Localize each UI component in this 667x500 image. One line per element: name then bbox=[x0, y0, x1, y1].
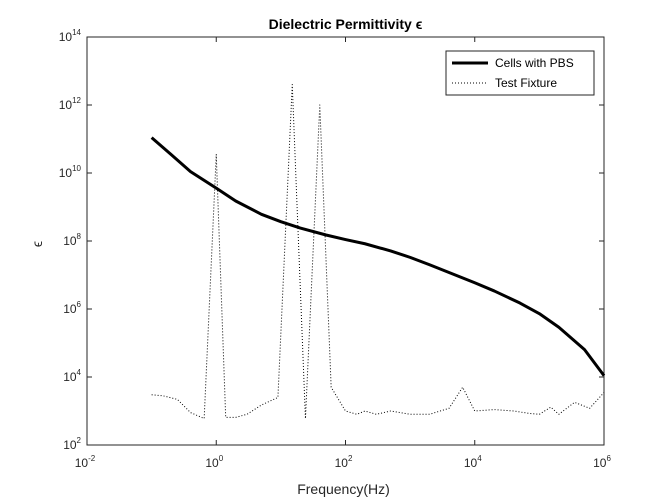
y-tick-label-exponent: 12 bbox=[72, 96, 81, 105]
x-tick-label-base: 10 bbox=[205, 456, 219, 470]
y-tick-label: 104 bbox=[63, 368, 81, 384]
x-axis-title: Frequency(Hz) bbox=[297, 481, 390, 497]
x-tick-label-exponent: 2 bbox=[348, 454, 353, 463]
y-tick-label: 1014 bbox=[59, 28, 82, 44]
legend-box bbox=[445, 50, 595, 96]
legend-label-test-fixture: Test Fixture bbox=[495, 76, 557, 90]
y-tick-label: 102 bbox=[63, 436, 81, 452]
y-tick-label-exponent: 10 bbox=[72, 164, 81, 173]
y-tick-label-exponent: 2 bbox=[77, 436, 82, 445]
y-axis-title: ϵ bbox=[29, 241, 45, 247]
y-tick-label-base: 10 bbox=[59, 30, 73, 44]
y-tick-label: 106 bbox=[63, 300, 81, 316]
y-tick-label-exponent: 4 bbox=[77, 368, 82, 377]
x-tick-label-base: 10 bbox=[75, 456, 89, 470]
y-tick-label: 1012 bbox=[59, 96, 82, 112]
y-tick-label-exponent: 6 bbox=[77, 300, 82, 309]
legend-label-cells-with-pbs: Cells with PBS bbox=[495, 56, 574, 70]
x-tick-label-exponent: 4 bbox=[477, 454, 482, 463]
x-tick-label: 100 bbox=[205, 454, 223, 470]
y-tick-label-base: 10 bbox=[63, 370, 77, 384]
chart-title: Dielectric Permittivity ϵ bbox=[269, 16, 423, 32]
y-tick-label-exponent: 14 bbox=[72, 28, 81, 37]
x-tick-label: 102 bbox=[335, 454, 353, 470]
y-tick-label-base: 10 bbox=[63, 302, 77, 316]
y-tick-label-base: 10 bbox=[63, 438, 77, 452]
y-tick-label: 1010 bbox=[59, 164, 82, 180]
x-tick-label-base: 10 bbox=[464, 456, 478, 470]
x-tick-label-base: 10 bbox=[593, 456, 607, 470]
y-tick-label-base: 10 bbox=[63, 234, 77, 248]
series-line-cells-with-pbs bbox=[150, 136, 606, 377]
x-tick-label-exponent: 6 bbox=[606, 454, 611, 463]
legend: Cells with PBS Test Fixture bbox=[445, 50, 595, 96]
y-tick-label-base: 10 bbox=[59, 166, 73, 180]
y-tick-label-base: 10 bbox=[59, 98, 73, 112]
x-tick-label-exponent: -2 bbox=[88, 454, 96, 463]
x-tick-label: 106 bbox=[593, 454, 611, 470]
y-tick-label: 108 bbox=[63, 232, 81, 248]
series-layer bbox=[150, 84, 606, 420]
x-tick-label: 10-2 bbox=[75, 454, 96, 470]
x-tick-label-base: 10 bbox=[335, 456, 349, 470]
x-tick-label-exponent: 0 bbox=[219, 454, 224, 463]
x-tick-label: 104 bbox=[464, 454, 482, 470]
y-tick-label-exponent: 8 bbox=[77, 232, 82, 241]
